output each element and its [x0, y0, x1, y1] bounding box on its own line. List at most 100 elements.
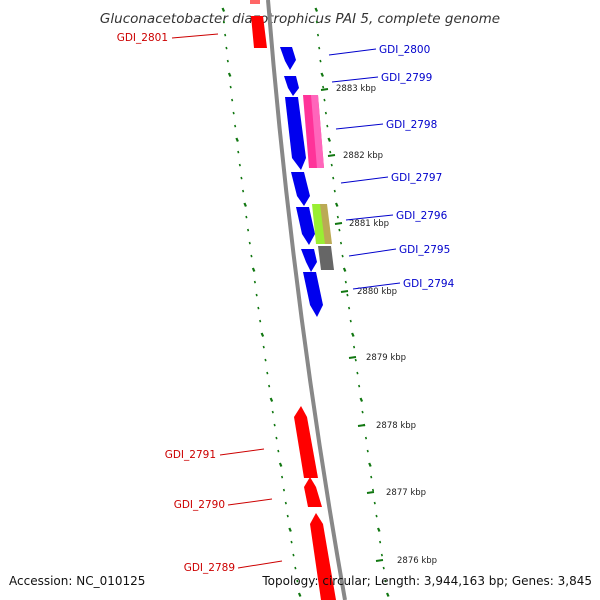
guide-dot [377, 527, 381, 532]
gene-leader-line [227, 498, 273, 506]
topology-label: Topology: circular; Length: 3,944,163 bp… [262, 574, 592, 588]
guide-dot [248, 241, 251, 245]
guide-dot [351, 332, 355, 337]
gene-label-gdi-2791[interactable]: GDI_2791 [165, 449, 216, 461]
tick-label: 2878 kbp [376, 421, 416, 431]
tick-label: 2876 kbp [397, 556, 437, 566]
gene-arrow-top-partial [250, 0, 260, 4]
guide-dot [366, 449, 369, 453]
tick-label: 2882 kbp [343, 151, 383, 161]
guide-dot [379, 540, 382, 544]
gene-arrow-gdi-2799[interactable] [284, 76, 299, 96]
gene-labels: GDI_2800 GDI_2799 GDI_2798 GDI_2797 GDI_2796… [117, 32, 455, 574]
guide-dot [255, 293, 258, 297]
gene-label-gdi-2795[interactable]: GDI_2795 [399, 244, 450, 256]
guide-dot [294, 566, 297, 570]
guide-dot [280, 475, 284, 479]
guide-dot [290, 540, 293, 544]
guide-dot [327, 137, 331, 142]
guide-dot [282, 488, 286, 492]
gene-features [250, 0, 336, 600]
guide-dot [229, 85, 232, 89]
gene-arrow-gdi-2790[interactable] [304, 477, 322, 507]
genome-backbone [266, 0, 347, 600]
guide-dot [221, 7, 226, 12]
guide-dot [361, 410, 364, 414]
guide-dot [235, 137, 239, 142]
guide-dot [330, 163, 333, 167]
tick-mark [334, 222, 343, 225]
gene-label-gdi-2799[interactable]: GDI_2799 [381, 72, 432, 84]
guide-dot [225, 46, 228, 50]
guide-dot [315, 20, 318, 24]
guide-dot [226, 59, 229, 63]
gene-leader-line [328, 48, 377, 56]
gene-label-gdi-2798[interactable]: GDI_2798 [386, 119, 437, 131]
guide-dot [384, 579, 387, 583]
gene-arrow-gdi-2795[interactable] [301, 249, 317, 272]
guide-dot [227, 72, 232, 77]
tick-label: 2877 kbp [386, 488, 426, 498]
feature-yellow-olive[interactable] [320, 204, 332, 244]
guide-dot [333, 189, 336, 193]
gene-arrow-gdi-2797[interactable] [291, 172, 310, 206]
gene-label-gdi-2796[interactable]: GDI_2796 [396, 210, 448, 222]
tick-mark [375, 559, 384, 562]
gene-arrow-gdi-2796[interactable] [296, 207, 315, 245]
gene-label-gdi-2801[interactable]: GDI_2801 [117, 32, 168, 44]
gene-arrow-gdi-2798[interactable] [285, 97, 306, 170]
gene-arrow-gdi-2791[interactable] [294, 406, 318, 478]
feature-gray[interactable] [318, 246, 334, 270]
guide-dot [382, 566, 385, 570]
guide-dot [354, 358, 357, 362]
gene-leader-line [237, 560, 283, 569]
guide-dot [269, 397, 274, 402]
guide-dot [318, 46, 321, 50]
gene-label-gdi-2790[interactable]: GDI_2790 [174, 499, 225, 511]
guide-dot [253, 280, 256, 284]
guide-dot [346, 293, 349, 297]
guide-dot [292, 553, 295, 557]
tick-mark [340, 290, 349, 293]
guide-dot [323, 98, 326, 102]
gene-label-gdi-2800[interactable]: GDI_2800 [379, 44, 430, 56]
guide-dot [266, 371, 269, 375]
gene-label-gdi-2797[interactable]: GDI_2797 [391, 172, 442, 184]
guide-dot [338, 228, 341, 232]
guide-dot [359, 397, 364, 402]
tick-mark [348, 356, 357, 359]
guide-dot [334, 202, 339, 207]
gene-arrow-gdi-2800[interactable] [280, 47, 296, 70]
gene-label-gdi-2794[interactable]: GDI_2794 [403, 278, 455, 290]
guide-dot [344, 280, 347, 284]
guide-dot [339, 241, 343, 245]
guide-dot [238, 163, 241, 167]
guide-dot [356, 371, 359, 375]
guide-dot [224, 33, 227, 37]
guide-dot [316, 33, 320, 37]
guide-dot [246, 228, 250, 232]
guide-dot [231, 98, 234, 102]
guide-dot [342, 267, 347, 272]
gene-arrow-gdi-2794[interactable] [303, 272, 323, 317]
guide-dot [314, 7, 319, 12]
guide-dot [275, 436, 278, 440]
guide-dot [237, 150, 240, 154]
guide-dot [371, 488, 375, 492]
guide-dot [319, 59, 322, 63]
guide-dot [368, 462, 372, 467]
feature-pink-highlight [311, 95, 324, 168]
guide-dot [240, 176, 243, 180]
gene-arrow-gdi-2789[interactable] [310, 513, 336, 600]
guide-dot [358, 384, 361, 388]
guide-dot [380, 553, 383, 557]
dotted-guide-rings [221, 7, 390, 597]
gene-leader-line [171, 33, 219, 39]
guide-dot [232, 111, 235, 115]
guide-dot [322, 85, 325, 89]
gene-arrow-gdi-2801[interactable] [251, 16, 267, 48]
gene-label-gdi-2789[interactable]: GDI_2789 [184, 562, 235, 574]
tick-label: 2880 kbp [357, 287, 397, 297]
